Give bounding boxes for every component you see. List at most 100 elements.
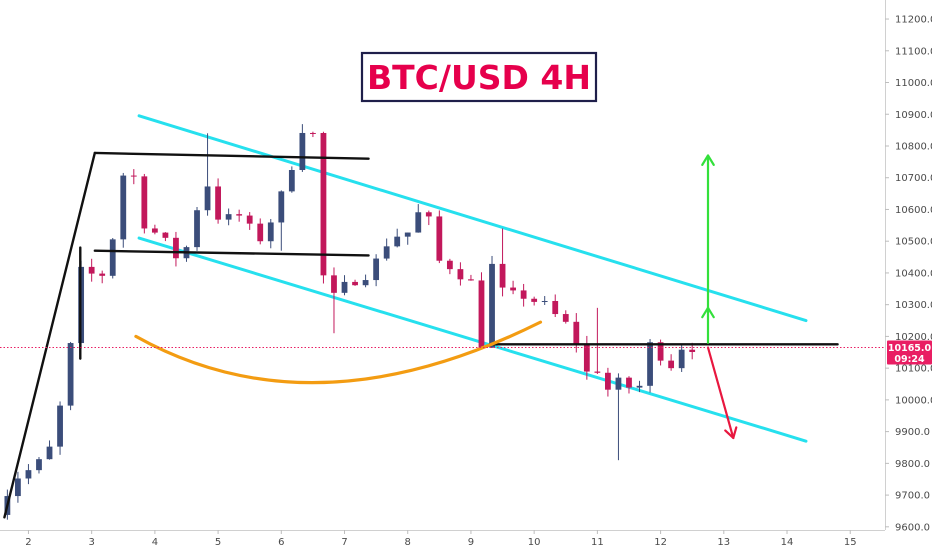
time-tick-label-2: 4	[152, 537, 158, 548]
candle-body-45	[468, 279, 474, 281]
chart-title-box: BTC/USD 4H	[360, 51, 598, 103]
candle-body-9	[88, 266, 95, 274]
support-line-mid	[93, 249, 370, 257]
price-tick-label-14: 11000.0	[895, 78, 932, 89]
candle-body-29	[299, 132, 306, 171]
channel-lower-line	[137, 236, 808, 443]
price-tick-label-9: 10500.0	[895, 237, 932, 248]
price-tick-label-16: 11200.0	[895, 15, 932, 26]
candle-body-63	[657, 342, 664, 361]
price-tick-label-11: 10700.0	[895, 173, 932, 184]
drawings-front	[3, 151, 839, 519]
candle-body-37	[383, 246, 390, 259]
candle-body-47	[489, 263, 495, 348]
price-tick-label-12: 10800.0	[895, 141, 932, 152]
price-tick-label-8: 10400.0	[895, 268, 932, 279]
candle-body-46	[478, 280, 485, 348]
candle-body-26	[267, 222, 274, 242]
candle-body-6	[57, 405, 63, 447]
candle-body-16	[162, 232, 169, 238]
chart-title: BTC/USD 4H	[367, 58, 591, 97]
current-price-value: 10165.0	[888, 343, 932, 354]
price-tick-label-15: 11100.0	[895, 46, 932, 57]
candle-body-40	[415, 212, 422, 233]
rounding-bottom-arc	[134, 320, 543, 385]
candle-body-17	[173, 237, 179, 259]
candle-body-66	[689, 349, 696, 352]
candle-body-2	[15, 478, 21, 497]
candle-body-34	[352, 281, 358, 286]
candle-body-62	[647, 342, 653, 386]
candle-body-64	[668, 360, 675, 369]
candle-body-57	[594, 371, 601, 373]
candle-body-49	[510, 287, 516, 291]
price-tick-label-7: 10300.0	[895, 300, 932, 311]
candle-body-15	[151, 228, 158, 233]
candle-body-20	[204, 186, 211, 211]
candle-body-42	[436, 216, 443, 261]
price-tick-label-13: 10900.0	[895, 110, 932, 121]
candle-body-33	[341, 281, 348, 293]
arrow-down-head	[724, 426, 738, 440]
candle-body-3	[25, 470, 32, 479]
price-tick-label-10: 10600.0	[895, 205, 932, 216]
time-tick-label-13: 15	[844, 537, 857, 548]
trend-line-outer	[3, 151, 97, 519]
candle-body-58	[605, 372, 611, 390]
candle-body-32	[331, 275, 337, 293]
price-axis-ticks[interactable]: 9600.09700.09800.09900.010000.010100.010…	[885, 15, 932, 534]
candle-body-24	[246, 215, 253, 224]
arrow-up-long-head	[701, 154, 715, 166]
candle-body-43	[446, 260, 453, 270]
candle-body-14	[141, 176, 148, 229]
price-tick-label-0: 9600.0	[895, 522, 930, 533]
time-tick-label-4: 6	[278, 537, 284, 548]
candle-body-27	[278, 191, 285, 223]
candle-body-48	[499, 263, 506, 288]
candle-body-53	[552, 300, 559, 315]
time-tick-label-7: 9	[468, 537, 474, 548]
candle-body-25	[257, 223, 264, 242]
candle-body-38	[394, 236, 401, 247]
price-tick-label-1: 9700.0	[895, 491, 930, 502]
price-tick-label-4: 10000.0	[895, 395, 932, 406]
candle-body-7	[67, 343, 74, 406]
time-axis-ticks[interactable]: 2 3 4 5 6 7 8 9 10 11 12 13 14 15	[25, 530, 857, 548]
current-price-tag-box	[887, 340, 932, 365]
candle-body-28	[288, 170, 295, 192]
price-tick-label-5: 10100.0	[895, 364, 932, 375]
time-tick-label-8: 10	[528, 537, 541, 548]
candle-body-61	[636, 385, 643, 388]
time-tick-label-10: 12	[654, 537, 667, 548]
candle-body-59	[615, 377, 622, 390]
candle-body-50	[520, 290, 527, 299]
title-border	[360, 51, 598, 103]
candle-body-12	[120, 175, 127, 240]
candle-body-36	[373, 258, 380, 281]
candle-body-39	[404, 232, 411, 237]
candle-body-54	[562, 314, 569, 322]
candle-body-60	[626, 377, 632, 388]
time-tick-label-9: 11	[591, 537, 604, 548]
time-tick-label-12: 14	[781, 537, 794, 548]
candle-body-55	[573, 321, 580, 344]
candle-body-11	[109, 239, 116, 276]
candle-body-5	[46, 446, 53, 460]
time-tick-label-0: 2	[25, 537, 31, 548]
candle-body-19	[194, 210, 200, 248]
time-tick-label-1: 3	[88, 537, 94, 548]
price-tick-label-3: 9900.0	[895, 427, 930, 438]
candle-body-30	[310, 132, 316, 134]
time-tick-label-11: 13	[717, 537, 730, 548]
drawings-back	[137, 114, 808, 443]
candle-body-31	[320, 132, 327, 276]
channel-upper-line	[137, 114, 808, 323]
candle-body-10	[99, 273, 106, 276]
bar-countdown: 09:24	[894, 354, 925, 365]
resistance-line-top	[93, 151, 370, 160]
price-tick-label-6: 10200.0	[895, 332, 932, 343]
candle-body-4	[36, 459, 42, 471]
candle-body-44	[457, 269, 464, 280]
arrow-down-shaft	[706, 346, 735, 440]
